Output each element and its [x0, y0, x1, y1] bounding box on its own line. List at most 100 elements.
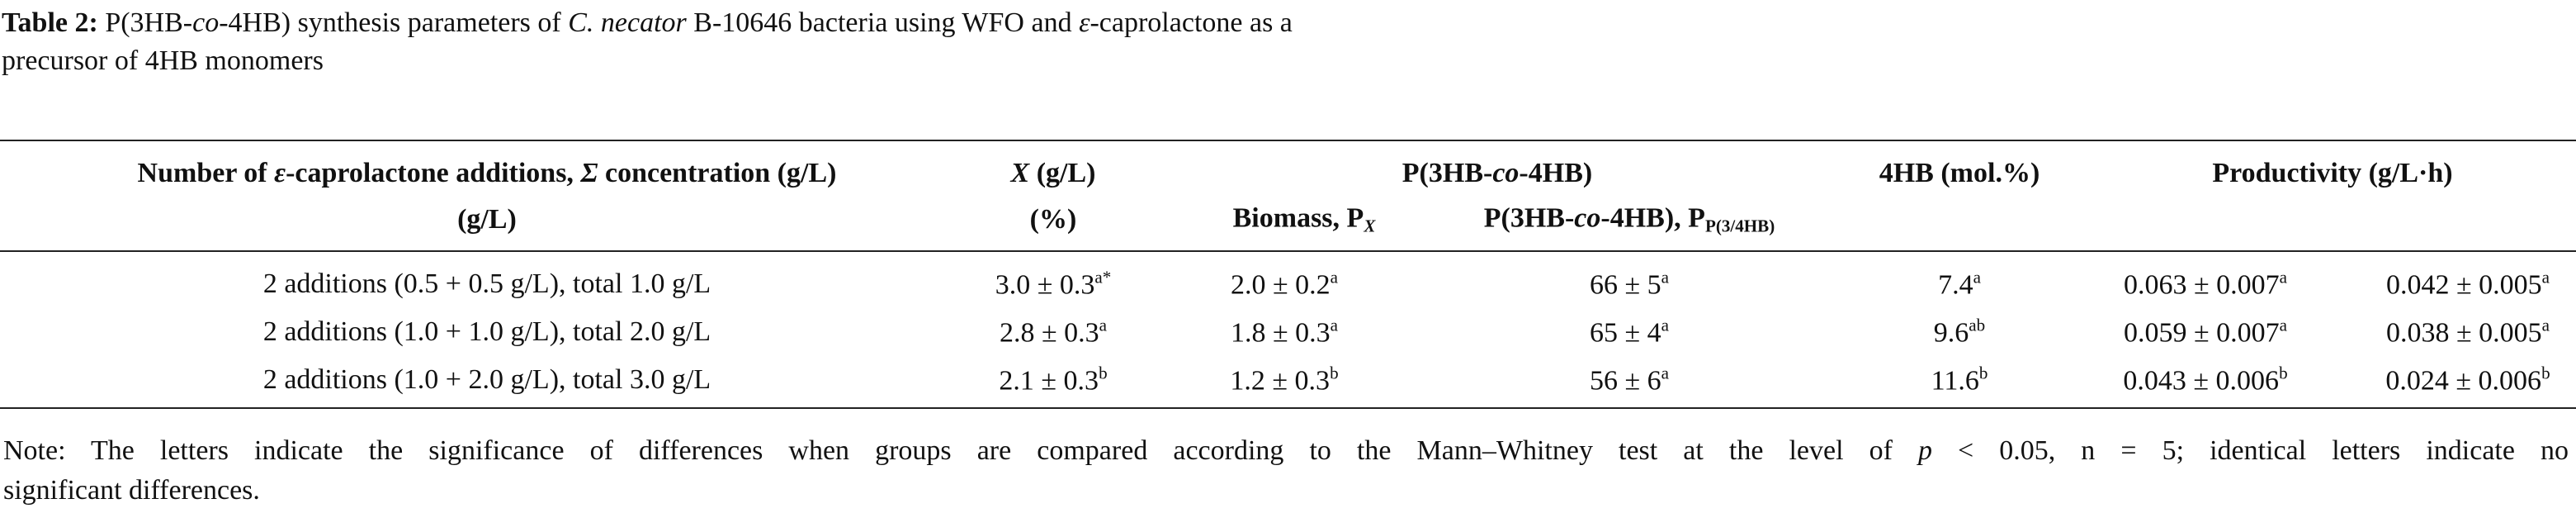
top-rule	[0, 140, 2576, 141]
bottom-rule	[0, 407, 2576, 409]
table-cell: 0.042 ± 0.005a	[2385, 267, 2550, 301]
cell-value: 56 ± 6	[1589, 365, 1661, 397]
text-segment: p	[1917, 435, 1932, 466]
table-cell: 0.063 ± 0.007a	[2123, 267, 2288, 301]
header-cell: (g/L)	[457, 206, 517, 234]
cell-value: 3.0 ± 0.3	[995, 269, 1095, 301]
text-segment: P(3HB-	[97, 7, 193, 38]
cell-value: 7.4	[1938, 269, 1973, 301]
note-line: Note: The letters indicate the significa…	[3, 437, 2569, 465]
text-segment: co	[1574, 202, 1601, 234]
table-cell: 11.6b	[1931, 363, 1988, 397]
table-cell: 0.024 ± 0.006b	[2385, 363, 2550, 397]
significance-letter: a	[1661, 315, 1670, 335]
cell-value: 2.8 ± 0.3	[999, 317, 1099, 349]
table-cell: 7.4a	[1938, 267, 1981, 301]
text-segment: X	[1364, 216, 1376, 236]
text-segment: < 0.05, n = 5; identical letters indicat…	[1931, 435, 2569, 466]
cell-value: 66 ± 5	[1589, 269, 1661, 301]
table-cell: 2.0 ± 0.2a	[1230, 268, 1338, 301]
table-cell: 2 additions (1.0 + 1.0 g/L), total 2.0 g…	[263, 318, 711, 346]
significance-letter: b	[1330, 363, 1339, 383]
table-cell: 2 additions (1.0 + 2.0 g/L), total 3.0 g…	[263, 366, 711, 394]
text-segment: Biomass, P	[1232, 202, 1364, 234]
table-cell: 9.6ab	[1933, 315, 1986, 349]
significance-letter: a	[1973, 267, 1981, 287]
table-cell: 2 additions (0.5 + 0.5 g/L), total 1.0 g…	[263, 270, 711, 298]
text-segment: Table 2:	[2, 7, 98, 38]
cell-value: 0.063 ± 0.007	[2123, 269, 2280, 301]
header-rule	[0, 250, 2576, 252]
significance-letter: b	[1978, 363, 1988, 383]
table-cell: 0.059 ± 0.007a	[2123, 315, 2288, 349]
significance-letter: a	[1099, 315, 1108, 335]
text-segment: ε	[274, 158, 286, 188]
text-segment: co	[1492, 158, 1520, 188]
significance-letter: b	[2279, 363, 2288, 383]
header-cell: (%)	[1030, 206, 1077, 234]
table-cell: 3.0 ± 0.3a*	[995, 267, 1112, 301]
cell-text: 2 additions (0.5 + 0.5 g/L), total 1.0 g…	[262, 268, 711, 299]
text-segment: -4HB)	[1519, 158, 1593, 188]
text-segment: ε	[1079, 7, 1090, 38]
table-cell: 66 ± 5a	[1589, 267, 1670, 301]
text-segment: C. necator	[568, 7, 687, 38]
header-cell: 4HB (mol.%)	[1879, 159, 2040, 188]
header-cell: X (g/L)	[1011, 159, 1096, 188]
text-segment: B-10646 bacteria using WFO and	[686, 7, 1080, 38]
header-cell: P(3HB-co-4HB)	[1402, 159, 1592, 188]
header-cell: Number of ε-caprolactone additions, Σ co…	[138, 159, 837, 188]
text-segment: Σ	[580, 158, 598, 188]
table-cell: 0.038 ± 0.005a	[2386, 316, 2550, 348]
table-cell: 56 ± 6a	[1589, 364, 1669, 397]
caption-line: Table 2: P(3HB-co-4HB) synthesis paramet…	[2, 9, 1293, 37]
cell-value: 0.059 ± 0.007	[2123, 317, 2280, 349]
cell-value: 2.1 ± 0.3	[999, 365, 1099, 397]
text-segment: (g/L)	[1029, 158, 1096, 188]
significance-letter: a	[2279, 267, 2288, 287]
cell-value: 1.8 ± 0.3	[1230, 317, 1331, 349]
significance-letter: a	[2279, 315, 2288, 335]
note-line: significant differences.	[3, 477, 260, 505]
text-segment: precursor of 4HB monomers	[2, 45, 324, 76]
text-segment: significant differences.	[3, 475, 260, 506]
text-segment: 4HB (mol.%)	[1879, 158, 2040, 188]
table-cell: 1.2 ± 0.3b	[1230, 363, 1339, 397]
text-segment: P(3/4HB)	[1704, 216, 1775, 236]
table-cell: 2.8 ± 0.3a	[999, 315, 1108, 349]
cell-text: 2 additions (1.0 + 2.0 g/L), total 3.0 g…	[262, 364, 711, 395]
cell-value: 1.2 ± 0.3	[1230, 365, 1331, 397]
text-segment: (g/L)	[457, 204, 517, 235]
significance-letter: a*	[1094, 267, 1112, 287]
cell-value: 2.0 ± 0.2	[1230, 269, 1331, 301]
text-segment: -caprolactone additions,	[286, 158, 581, 188]
text-segment: Productivity (g/L·h)	[2212, 158, 2453, 188]
header-cell: Biomass, PX	[1233, 204, 1376, 235]
significance-letter: ab	[1969, 315, 1986, 335]
text-segment: P(3HB-	[1401, 158, 1493, 188]
text-segment: concentration (g/L)	[598, 158, 837, 188]
cell-value: 0.042 ± 0.005	[2385, 269, 2542, 301]
text-segment: X	[1010, 158, 1030, 188]
significance-letter: a	[2541, 267, 2550, 287]
header-cell: Productivity (g/L·h)	[2212, 159, 2452, 188]
table-cell: 2.1 ± 0.3b	[999, 364, 1107, 397]
text-segment: co	[192, 7, 220, 38]
table-cell: 1.8 ± 0.3a	[1230, 315, 1339, 349]
text-segment: Note: The letters indicate the significa…	[3, 435, 1918, 466]
table-cell: 65 ± 4a	[1589, 315, 1670, 349]
header-cell: P(3HB-co-4HB), PP(3/4HB)	[1484, 204, 1775, 235]
table-cell: 0.043 ± 0.006b	[2123, 363, 2288, 397]
significance-letter: b	[2541, 363, 2550, 383]
cell-value: 65 ± 4	[1589, 317, 1661, 349]
cell-text: 2 additions (1.0 + 1.0 g/L), total 2.0 g…	[262, 316, 711, 347]
cell-value: 0.024 ± 0.006	[2385, 365, 2542, 397]
significance-letter: a	[1661, 267, 1670, 287]
cell-value: 0.043 ± 0.006	[2123, 365, 2280, 397]
cell-value: 9.6	[1933, 317, 1969, 349]
cell-value: 11.6	[1931, 365, 1979, 397]
significance-letter: a	[1330, 315, 1339, 335]
text-segment: -caprolactone as a	[1089, 7, 1293, 38]
text-segment: -4HB), P	[1600, 202, 1705, 234]
